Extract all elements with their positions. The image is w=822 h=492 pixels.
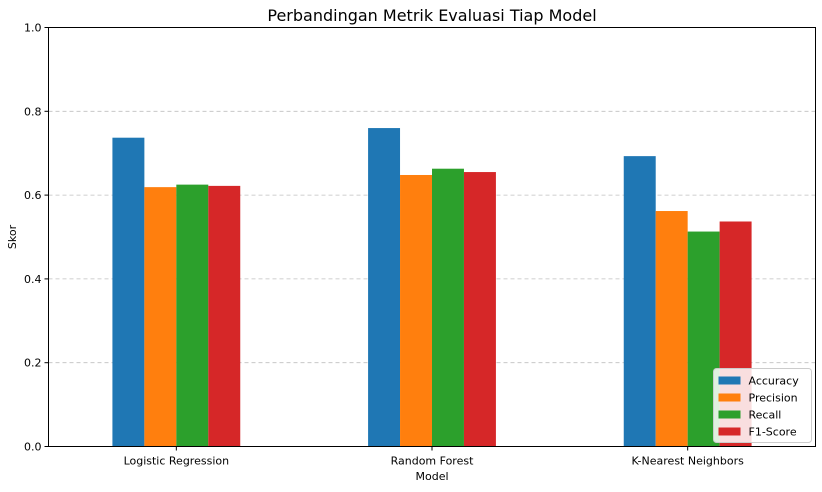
y-axis-ticks: 0.0 0.2 0.4 0.6 0.8 1.0 [24,22,49,454]
legend-box [713,368,812,443]
chart-title: Perbandingan Metrik Evaluasi Tiap Model [267,6,596,25]
x-tick-label: Random Forest [391,455,474,468]
legend-swatch [718,410,741,419]
bar-precision-3 [655,211,688,447]
legend-swatch [718,376,741,385]
bar-f1-score-1 [208,185,241,447]
x-axis-label: Model [415,470,448,483]
legend-label: F1-Score [749,426,797,439]
legend-swatch [718,427,741,436]
bar-f1-score-2 [463,172,496,447]
x-tick-label: Logistic Regression [124,455,230,468]
bar-accuracy-3 [623,156,656,447]
y-tick-label: 1.0 [24,22,42,35]
legend-swatch [718,393,741,402]
y-axis-label: Skor [6,224,19,249]
bar-accuracy-1 [112,137,145,447]
y-tick-label: 0.2 [24,357,42,370]
legend-label: Precision [749,392,798,405]
bar-recall-2 [432,168,464,447]
bars [112,128,752,447]
y-tick-label: 0.6 [24,189,42,202]
bar-recall-1 [176,184,209,447]
legend-label: Accuracy [749,375,800,388]
y-tick-label: 0.0 [24,441,42,454]
legend-label: Recall [749,409,782,422]
bar-accuracy-2 [368,128,401,447]
bar-precision-2 [400,174,432,447]
y-tick-label: 0.8 [24,105,42,118]
x-axis-ticks: Logistic Regression Random Forest K-Neares… [124,446,745,468]
x-tick-label: K-Nearest Neighbors [632,455,745,468]
legend: Accuracy Precision Recall F1-Score [713,368,812,443]
bar-precision-1 [144,187,177,447]
y-tick-label: 0.4 [24,273,42,286]
